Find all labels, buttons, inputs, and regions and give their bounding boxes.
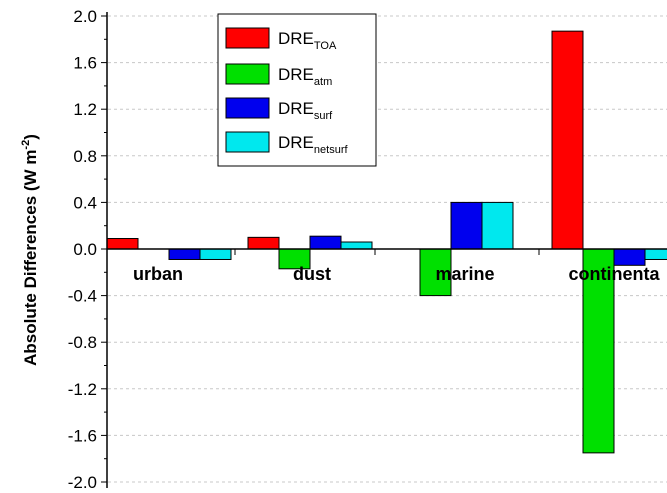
category-labels: urban dust marine continenta [133,264,660,284]
y-tick-label: 0.8 [73,147,97,166]
legend-label-surf: DREsurf [278,99,333,122]
category-label-marine: marine [435,264,494,284]
y-tick-label: 1.6 [73,54,97,73]
y-tick-label: 1.2 [73,100,97,119]
category-label-continental: continenta [568,264,660,284]
y-tick-labels: 2.0 1.6 1.2 0.8 0.4 0.0 -0.4 -0.8 -1.2 -1.6 -2.0 [68,7,97,492]
bar-netsurf-marine [481,201,514,250]
legend-label-atm: DREatm [278,65,332,88]
y-tick-label: -0.8 [68,333,97,352]
bar-netsurf-continental [644,248,667,260]
y-axis-label-main: Absolute Differences (W m [21,150,40,366]
axes [101,12,667,488]
bar-netsurf-dust [340,241,373,250]
legend-swatch-surf [225,97,270,119]
y-tick-label: -1.6 [68,426,97,445]
bar-surf-dust [309,235,342,250]
bar-atm-marine [419,248,452,297]
y-tick-label: 2.0 [73,7,97,26]
y-axis-label: Absolute Differences (W m-2) [20,134,40,366]
legend-swatch-netsurf [225,131,270,153]
y-axis-label-close: ) [21,134,40,140]
y-tick-label: -0.4 [68,287,97,306]
category-label-urban: urban [133,264,183,284]
y-tick-label: 0.0 [73,240,97,259]
bar-surf-urban [168,248,201,260]
y-axis-label-sup: -2 [20,140,32,150]
bar-toa-urban [106,238,139,250]
y-tick-label: 0.4 [73,193,97,212]
category-label-dust: dust [293,264,331,284]
legend-label-toa: DRETOA [278,29,337,52]
y-tick-label: -1.2 [68,380,97,399]
y-tick-label: -2.0 [68,473,97,492]
bar-surf-marine [450,201,483,250]
bar-netsurf-urban [199,248,232,260]
bars [106,30,667,454]
legend: DRETOA DREatm DREsurf DREnetsurf [217,13,377,167]
bar-surf-continental [613,248,646,266]
bar-toa-continental [551,30,584,250]
legend-label-netsurf: DREnetsurf [278,133,348,156]
legend-swatch-atm [225,63,270,85]
legend-swatch-toa [225,27,270,49]
bar-toa-dust [247,236,280,250]
